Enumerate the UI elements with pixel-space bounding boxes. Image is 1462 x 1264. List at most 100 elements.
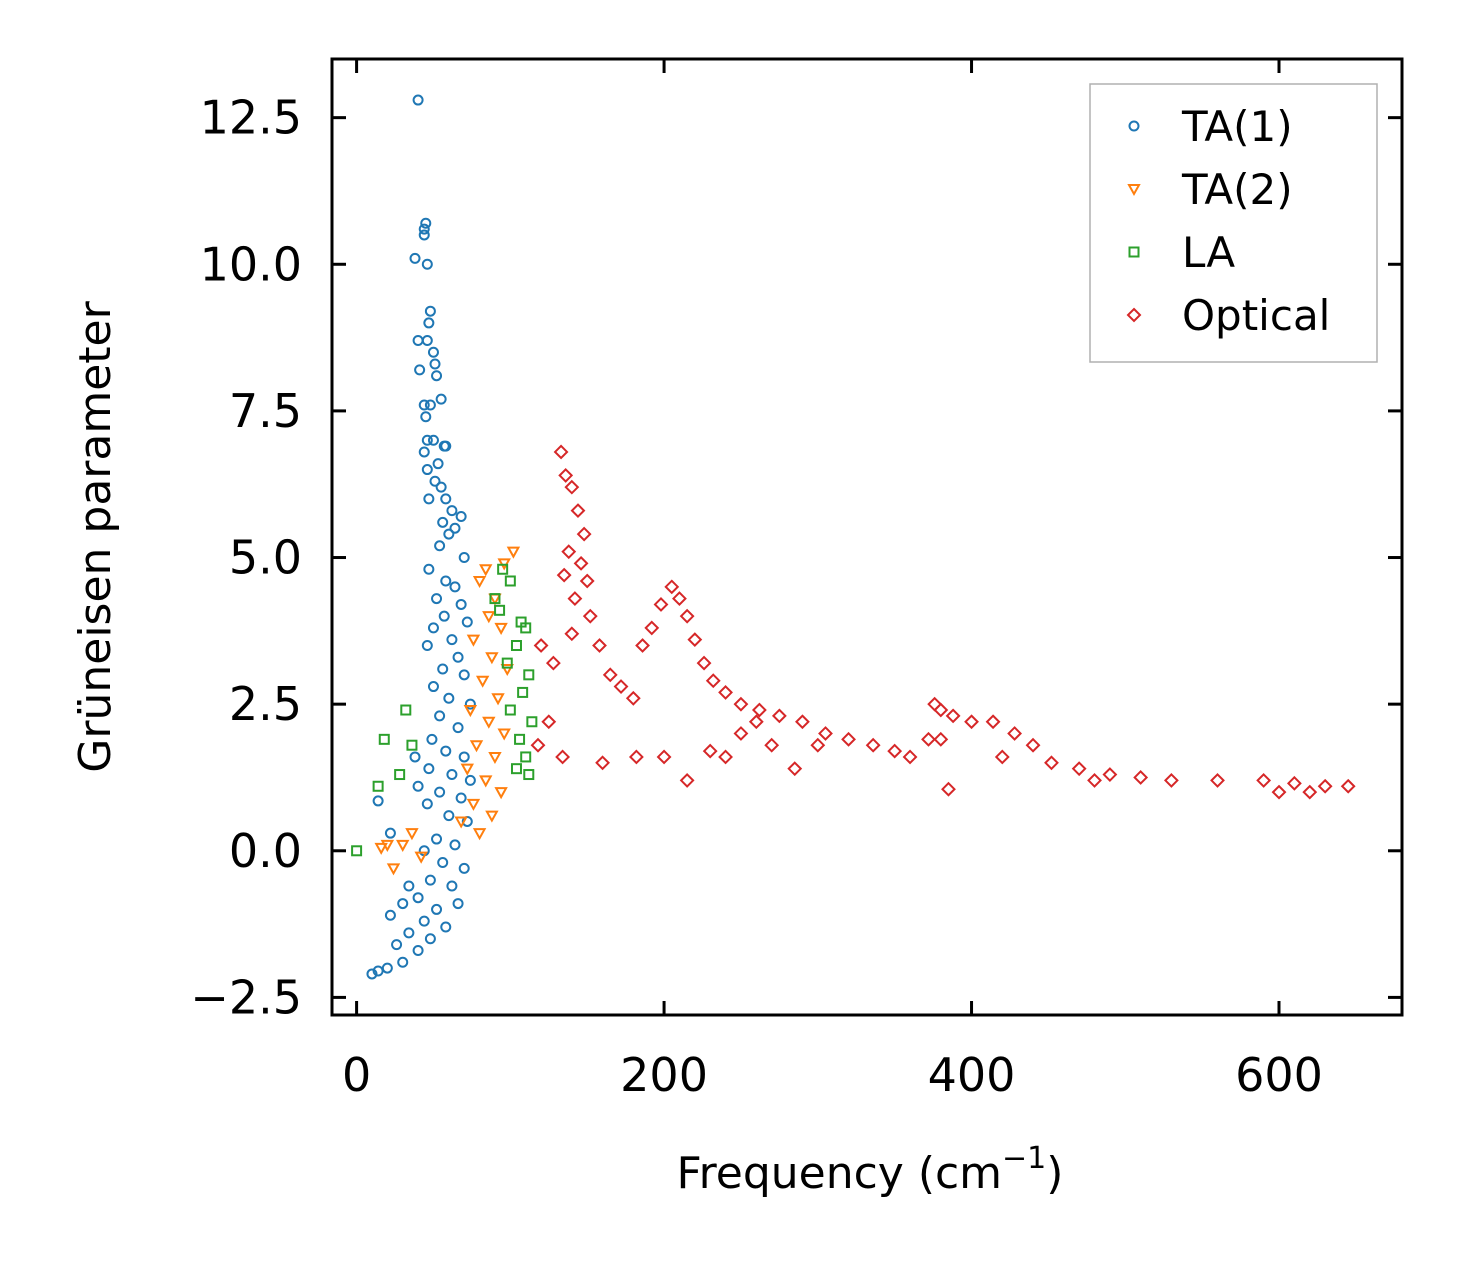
y-axis-label: Grüneisen parameter: [70, 300, 121, 772]
data-point: [635, 638, 650, 653]
data-point: [933, 702, 949, 718]
data-point: [644, 620, 660, 636]
data-point: [427, 622, 439, 634]
series-optical: [530, 444, 1356, 800]
data-point: [418, 915, 430, 927]
data-point: [526, 716, 538, 728]
data-point: [372, 795, 384, 807]
data-point: [421, 798, 433, 810]
data-point: [409, 751, 421, 763]
data-point: [504, 575, 516, 587]
data-point: [1317, 778, 1333, 794]
data-point: [482, 716, 496, 729]
series-ta-2: [374, 546, 521, 876]
data-point: [469, 740, 484, 753]
data-point: [921, 731, 936, 747]
data-point: [449, 839, 461, 851]
data-point: [455, 792, 467, 804]
x-tick-label: 400: [928, 1048, 1016, 1102]
data-point: [748, 714, 764, 730]
data-point: [687, 632, 703, 648]
data-point: [533, 638, 549, 653]
data-point: [384, 827, 396, 839]
data-point: [1302, 784, 1318, 800]
data-point: [440, 493, 452, 505]
data-point: [579, 573, 595, 589]
data-point: [449, 522, 461, 534]
data-point: [414, 851, 428, 864]
data-point: [530, 737, 546, 753]
data-point: [458, 751, 470, 763]
data-point: [372, 965, 384, 977]
legend-marker: [1128, 120, 1140, 132]
data-point: [764, 737, 780, 753]
data-point: [613, 679, 629, 694]
data-point: [501, 657, 513, 669]
data-point: [573, 555, 589, 571]
y-tick-label: 5.0: [229, 531, 302, 585]
y-tick-label: 10.0: [200, 237, 302, 291]
data-point: [625, 690, 641, 706]
data-point: [427, 681, 439, 693]
legend-label: TA(1): [1181, 102, 1293, 151]
data-point: [440, 575, 452, 587]
data-point: [472, 575, 487, 589]
data-point: [421, 434, 433, 446]
data-point: [718, 749, 733, 765]
data-point: [570, 503, 586, 519]
data-point: [1007, 726, 1023, 741]
data-point: [394, 769, 406, 781]
data-point: [602, 667, 618, 683]
data-point: [506, 546, 521, 559]
data-point: [567, 591, 583, 606]
data-point: [432, 458, 444, 470]
data-point: [455, 598, 467, 610]
data-point: [1210, 772, 1225, 788]
data-point: [429, 358, 441, 370]
data-point: [423, 563, 435, 575]
data-point: [464, 698, 476, 710]
data-point: [461, 616, 473, 628]
data-point: [423, 763, 435, 775]
data-point: [423, 317, 435, 329]
data-point: [818, 726, 833, 741]
data-point: [434, 786, 446, 798]
data-point: [421, 464, 433, 476]
data-point: [810, 737, 826, 753]
data-point: [595, 755, 610, 771]
data-point: [541, 714, 557, 730]
data-point: [510, 763, 522, 775]
plot-points: [351, 94, 1356, 980]
data-point: [384, 909, 396, 921]
data-point: [523, 769, 535, 781]
data-point: [1102, 767, 1118, 782]
data-point: [902, 749, 918, 765]
data-point: [556, 567, 572, 583]
data-point: [421, 258, 433, 270]
legend-entry: Optical: [1126, 291, 1330, 340]
data-point: [449, 581, 461, 593]
data-point: [887, 743, 903, 759]
data-point: [434, 540, 446, 552]
data-point: [424, 305, 436, 317]
data-point: [696, 655, 712, 671]
data-point: [1340, 778, 1356, 794]
data-point: [423, 493, 435, 505]
data-point: [510, 640, 522, 652]
data-point: [466, 798, 481, 811]
data-point: [438, 610, 450, 622]
data-point: [440, 921, 452, 933]
data-point: [795, 714, 810, 730]
data-point: [475, 675, 490, 688]
data-point: [435, 481, 447, 493]
data-point: [553, 444, 569, 460]
data-point: [420, 217, 432, 229]
data-point: [656, 749, 672, 765]
x-axis-ticks: 0 200 400 600: [342, 59, 1323, 1102]
data-point: [412, 944, 424, 956]
data-point: [421, 640, 433, 652]
data-point: [424, 933, 436, 945]
data-point: [482, 611, 496, 624]
x-tick-label: 600: [1235, 1048, 1323, 1102]
